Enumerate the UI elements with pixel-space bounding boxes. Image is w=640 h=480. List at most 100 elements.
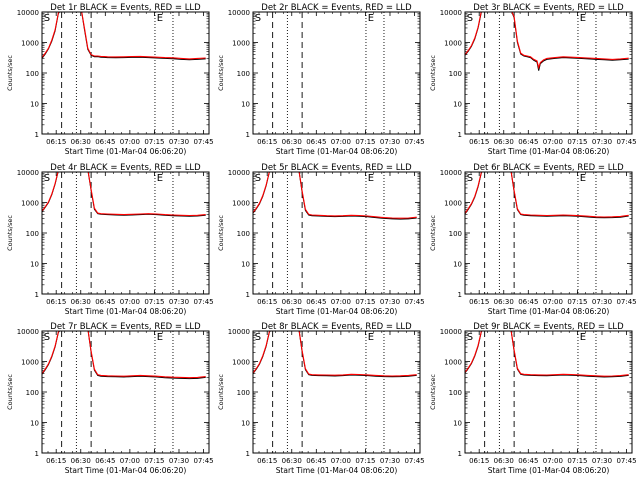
y-tick-label: 1000 bbox=[444, 359, 462, 367]
x-tick-label: 07:45 bbox=[616, 298, 636, 306]
x-tick-label: 06:15 bbox=[257, 138, 277, 146]
series-group bbox=[42, 172, 206, 217]
y-tick-label: 1 bbox=[246, 291, 250, 299]
x-tick-label: 07:45 bbox=[404, 138, 424, 146]
y-axis-label: Counts/sec bbox=[217, 215, 225, 251]
y-tick-label: 1 bbox=[35, 291, 39, 299]
y-tick-label: 1000 bbox=[444, 200, 462, 208]
y-tick-label: 10000 bbox=[440, 9, 462, 17]
x-axis-label: Start Time (01-Mar-04 08:06:20) bbox=[488, 466, 610, 475]
x-tick-label: 07:30 bbox=[592, 457, 612, 465]
x-tick-label: 06:45 bbox=[518, 457, 538, 465]
x-tick-label: 07:45 bbox=[193, 457, 213, 465]
x-tick-label: 07:30 bbox=[380, 457, 400, 465]
x-tick-label: 07:15 bbox=[355, 138, 375, 146]
series-group bbox=[42, 331, 206, 380]
plot-frame bbox=[252, 171, 421, 295]
end-marker-label: E bbox=[580, 173, 586, 184]
y-axis-label: Counts/sec bbox=[217, 55, 225, 91]
x-tick-label: 06:30 bbox=[494, 298, 514, 306]
y-tick-label: 100 bbox=[237, 70, 250, 78]
end-marker-label: E bbox=[368, 13, 374, 24]
x-tick-label: 07:30 bbox=[592, 138, 612, 146]
y-tick-label: 1000 bbox=[21, 40, 39, 48]
x-tick-label: 07:15 bbox=[144, 138, 164, 146]
x-tick-label: 07:45 bbox=[404, 457, 424, 465]
detector-panel-9: Det 9r BLACK = Events, RED = LLD Counts/s… bbox=[429, 322, 637, 475]
x-tick-label: 07:45 bbox=[616, 457, 636, 465]
x-tick-label: 07:00 bbox=[120, 457, 140, 465]
start-marker-label: S bbox=[44, 173, 50, 184]
x-tick-label: 07:15 bbox=[567, 457, 587, 465]
start-marker-label: S bbox=[255, 332, 261, 343]
detector-panel-3: Det 3r BLACK = Events, RED = LLD Counts/s… bbox=[429, 3, 637, 156]
x-tick-label: 07:15 bbox=[144, 298, 164, 306]
start-marker-label: S bbox=[467, 332, 473, 343]
x-tick-label: 07:45 bbox=[193, 298, 213, 306]
x-tick-label: 07:30 bbox=[169, 298, 189, 306]
x-tick-label: 06:15 bbox=[469, 138, 489, 146]
y-tick-label: 1 bbox=[35, 131, 39, 139]
x-tick-label: 06:30 bbox=[282, 298, 302, 306]
y-tick-label: 10 bbox=[241, 261, 250, 269]
x-tick-label: 07:00 bbox=[543, 457, 563, 465]
series-line-events bbox=[465, 331, 629, 378]
y-axis-label: Counts/sec bbox=[6, 55, 14, 91]
y-tick-label: 100 bbox=[449, 230, 462, 238]
x-tick-label: 06:30 bbox=[71, 298, 91, 306]
x-axis-label: Start Time (01-Mar-04 08:06:20) bbox=[276, 466, 398, 475]
y-tick-label: 10000 bbox=[440, 328, 462, 336]
x-tick-label: 07:30 bbox=[380, 298, 400, 306]
series-line-events bbox=[253, 172, 417, 220]
plot-frame bbox=[41, 171, 210, 295]
x-tick-label: 06:45 bbox=[518, 298, 538, 306]
y-tick-label: 10000 bbox=[17, 328, 39, 336]
series-line-events bbox=[42, 331, 206, 380]
y-tick-label: 10000 bbox=[17, 169, 39, 177]
series-line-events bbox=[465, 12, 629, 71]
panel-title: Det 3r BLACK = Events, RED = LLD bbox=[473, 3, 624, 13]
plot-frame bbox=[252, 330, 421, 454]
x-tick-label: 06:45 bbox=[95, 138, 115, 146]
x-tick-label: 06:45 bbox=[518, 138, 538, 146]
end-marker-label: E bbox=[580, 332, 586, 343]
y-tick-label: 100 bbox=[237, 389, 250, 397]
x-tick-label: 07:45 bbox=[404, 298, 424, 306]
y-tick-label: 100 bbox=[26, 230, 39, 238]
start-marker-label: S bbox=[255, 173, 261, 184]
start-marker-label: S bbox=[255, 13, 261, 24]
y-tick-label: 10 bbox=[30, 261, 39, 269]
y-tick-label: 10 bbox=[241, 420, 250, 428]
series-group bbox=[42, 12, 206, 61]
series-group bbox=[253, 331, 417, 378]
panel-title: Det 2r BLACK = Events, RED = LLD bbox=[261, 3, 412, 13]
x-axis-label: Start Time (01-Mar-04 08:06:20) bbox=[276, 307, 398, 316]
series-line-lld bbox=[42, 172, 206, 217]
x-tick-label: 07:00 bbox=[331, 457, 351, 465]
y-tick-label: 10 bbox=[241, 101, 250, 109]
panel-title: Det 1r BLACK = Events, RED = LLD bbox=[50, 3, 201, 13]
x-tick-label: 07:30 bbox=[169, 457, 189, 465]
start-marker-label: S bbox=[44, 13, 50, 24]
y-tick-label: 1 bbox=[246, 131, 250, 139]
y-tick-label: 10 bbox=[453, 261, 462, 269]
x-tick-label: 07:15 bbox=[144, 457, 164, 465]
x-tick-label: 06:15 bbox=[257, 457, 277, 465]
end-marker-label: E bbox=[368, 332, 374, 343]
y-tick-label: 100 bbox=[237, 230, 250, 238]
x-tick-label: 06:30 bbox=[494, 457, 514, 465]
x-tick-label: 06:45 bbox=[95, 298, 115, 306]
detector-panel-7: Det 7r BLACK = Events, RED = LLD Counts/s… bbox=[6, 322, 214, 475]
x-tick-label: 07:45 bbox=[616, 138, 636, 146]
detector-panel-2: Det 2r BLACK = Events, RED = LLD Counts/s… bbox=[217, 3, 425, 156]
x-tick-label: 07:30 bbox=[169, 138, 189, 146]
y-tick-label: 1 bbox=[458, 450, 462, 458]
y-tick-label: 10 bbox=[30, 101, 39, 109]
y-tick-label: 1 bbox=[35, 450, 39, 458]
y-axis-label: Counts/sec bbox=[429, 55, 437, 91]
panel-title: Det 7r BLACK = Events, RED = LLD bbox=[50, 322, 201, 332]
y-tick-label: 1 bbox=[458, 291, 462, 299]
y-tick-label: 1000 bbox=[21, 359, 39, 367]
y-tick-label: 100 bbox=[26, 70, 39, 78]
x-tick-label: 07:00 bbox=[543, 298, 563, 306]
